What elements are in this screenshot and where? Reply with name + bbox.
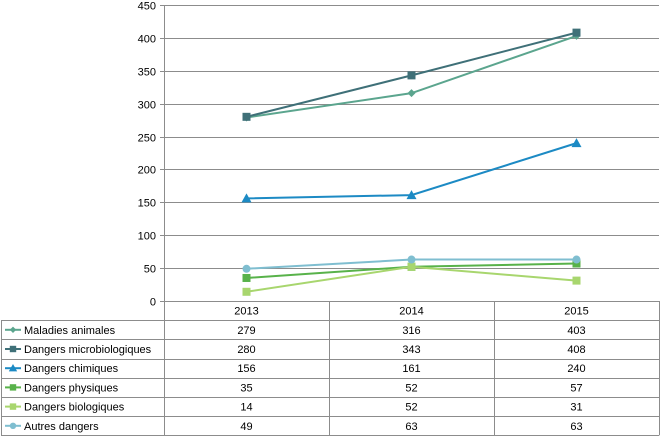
data-point: [572, 276, 581, 285]
legend-label: Maladies animales: [24, 325, 116, 337]
data-point: [242, 273, 251, 282]
data-point: [407, 71, 416, 80]
y-tick-label: 200: [138, 165, 156, 177]
data-table-value: 35: [240, 382, 252, 394]
data-table-value: 52: [405, 382, 417, 394]
legend-key: [5, 403, 21, 410]
data-table: 2013 2014 2015 Maladies animales 279 316 403 Da…: [1, 301, 660, 436]
data-table-value: 156: [237, 363, 255, 375]
legend-label: Dangers physiques: [24, 382, 119, 394]
data-point: [242, 112, 251, 121]
y-tick-label: 150: [138, 198, 156, 210]
y-tick-label: 300: [138, 100, 156, 112]
data-table-value: 161: [402, 363, 420, 375]
data-point: [407, 89, 416, 98]
data-point: [241, 193, 252, 203]
data-table-value: 280: [237, 344, 255, 356]
data-point: [406, 190, 417, 200]
data-point: [407, 262, 416, 271]
data-table-value: 31: [570, 402, 582, 414]
data-table-value: 240: [567, 363, 585, 375]
x-category-label: 2015: [564, 306, 588, 318]
data-table-value: 403: [567, 325, 585, 337]
legend-key: [5, 364, 21, 372]
data-table-value: 408: [567, 344, 585, 356]
data-table-value: 57: [570, 382, 582, 394]
legend-label: Dangers microbiologiques: [24, 344, 152, 356]
y-tick-label: 100: [138, 231, 156, 243]
data-table-value: 279: [237, 325, 255, 337]
y-tick-label: 250: [138, 133, 156, 145]
legend-key: [5, 326, 21, 333]
legend-label: Dangers biologiques: [24, 402, 125, 414]
data-table-value: 49: [240, 421, 252, 433]
data-point: [572, 28, 581, 37]
y-tick-label: 400: [138, 34, 156, 46]
y-axis: 0 50 100 150 200 250 300 350 400 450: [138, 1, 165, 309]
x-category-label: 2013: [234, 306, 258, 318]
legend-key: [5, 422, 21, 429]
y-tick-label: 50: [144, 264, 156, 276]
y-tick-label: 0: [150, 297, 156, 309]
data-table-value: 52: [405, 402, 417, 414]
data-point: [407, 255, 416, 264]
data-table-value: 63: [405, 421, 417, 433]
data-table-value: 343: [402, 344, 420, 356]
data-point: [572, 255, 581, 264]
data-table-value: 63: [570, 421, 582, 433]
y-tick-label: 350: [138, 67, 156, 79]
data-point: [571, 138, 582, 148]
series-lines: [241, 28, 582, 296]
data-table-value: 14: [240, 402, 252, 414]
legend-label: Dangers chimiques: [24, 363, 119, 375]
data-table-value: 316: [402, 325, 420, 337]
data-point: [242, 264, 251, 273]
legend-key: [5, 384, 21, 391]
data-point: [242, 287, 251, 296]
x-category-label: 2014: [399, 306, 423, 318]
legend-key: [5, 345, 21, 353]
y-tick-label: 450: [138, 1, 156, 13]
legend-label: Autres dangers: [24, 421, 99, 433]
